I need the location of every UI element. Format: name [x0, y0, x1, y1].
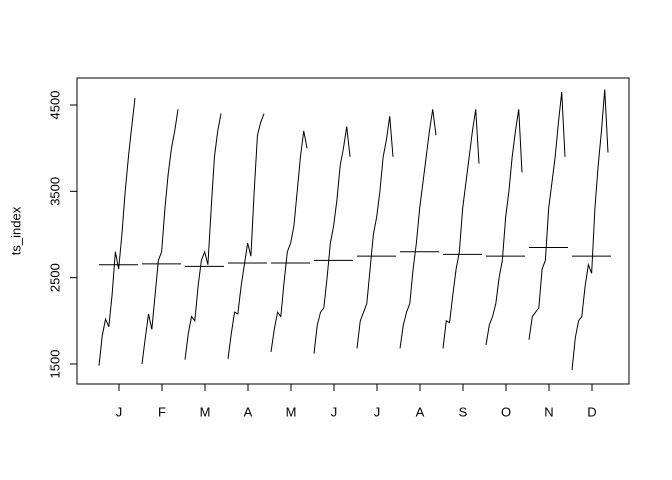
month-series — [485, 109, 523, 346]
x-tick-label: A — [244, 404, 253, 419]
month-series — [528, 92, 566, 340]
y-tick-label: 3500 — [47, 177, 62, 206]
y-tick-label: 4500 — [47, 91, 62, 120]
x-tick-label: J — [374, 404, 381, 419]
x-tick-label: O — [501, 404, 511, 419]
month-series — [98, 98, 136, 366]
y-axis-label: ts_index — [8, 206, 23, 255]
month-series — [184, 113, 222, 360]
month-series — [227, 113, 265, 359]
x-tick-label: M — [286, 404, 297, 419]
x-tick-label: A — [416, 404, 425, 419]
y-tick-label: 2500 — [47, 263, 62, 292]
month-series — [270, 130, 308, 352]
x-tick-label: N — [544, 404, 553, 419]
x-tick-label: F — [158, 404, 166, 419]
month-series — [571, 89, 609, 371]
month-series — [442, 109, 480, 349]
x-tick-label: M — [200, 404, 211, 419]
x-tick-label: S — [459, 404, 468, 419]
x-tick-label: J — [331, 404, 338, 419]
plot-box — [76, 77, 630, 385]
month-series — [399, 109, 437, 349]
x-tick-label: J — [116, 404, 123, 419]
x-tick-label: D — [587, 404, 596, 419]
month-series — [141, 109, 179, 365]
month-series — [313, 126, 351, 354]
month-series — [356, 116, 394, 349]
y-tick-label: 1500 — [47, 350, 62, 379]
